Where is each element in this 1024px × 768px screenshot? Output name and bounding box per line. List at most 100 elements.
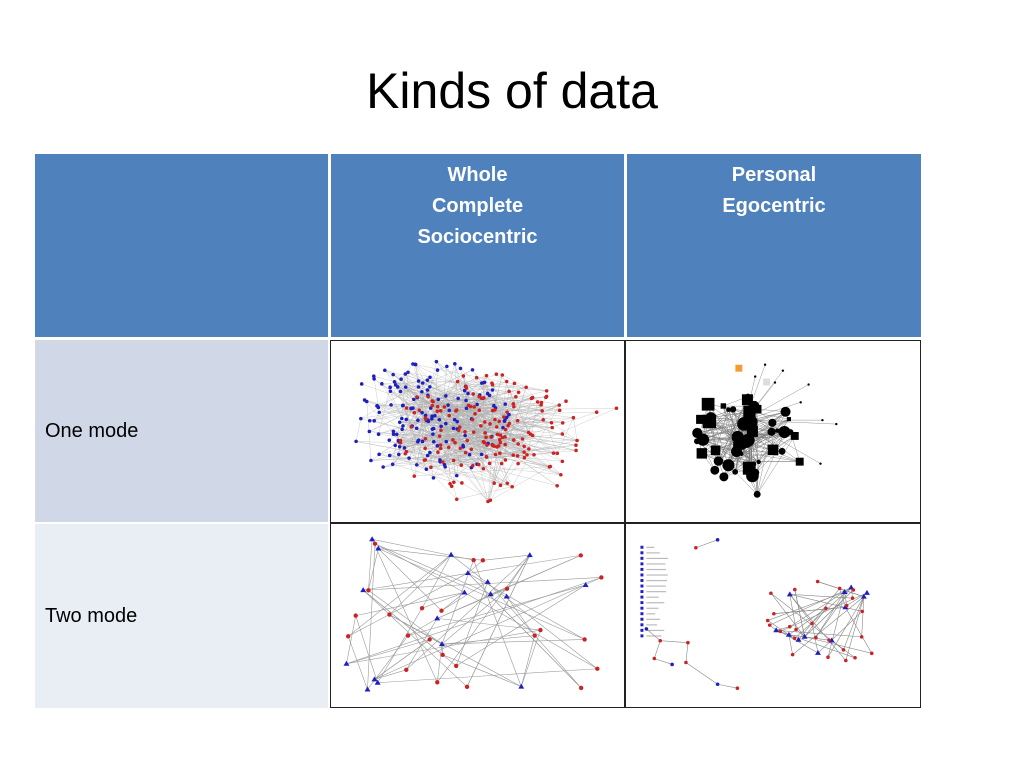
- legend-text-line: [646, 574, 668, 576]
- network-node: [416, 385, 421, 389]
- network-node: [753, 490, 761, 498]
- network-node: [428, 385, 432, 389]
- whole-two-mode-network-image: [330, 523, 625, 708]
- network-node: [431, 432, 435, 436]
- network-node: [538, 627, 543, 633]
- network-node: [479, 452, 484, 457]
- ego-node: [735, 364, 743, 372]
- legend-text-line: [646, 546, 655, 548]
- network-node: [401, 424, 405, 428]
- network-node: [390, 462, 395, 467]
- network-node: [438, 409, 443, 413]
- network-node: [560, 432, 565, 436]
- network-node: [559, 472, 563, 477]
- network-node: [599, 575, 604, 580]
- network-node: [844, 658, 848, 663]
- network-node: [742, 443, 748, 449]
- network-node: [399, 377, 403, 381]
- network-node: [503, 427, 508, 432]
- network-node: [474, 375, 479, 380]
- network-node: [502, 415, 506, 419]
- network-node: [719, 472, 729, 482]
- network-node: [722, 459, 735, 472]
- network-node: [463, 430, 467, 434]
- column-header-whole: Whole Complete Sociocentric: [331, 154, 624, 337]
- network-node: [670, 662, 674, 667]
- network-node: [455, 419, 459, 424]
- network-node: [851, 588, 856, 592]
- network-node: [476, 462, 481, 467]
- network-node: [530, 433, 535, 438]
- network-node: [549, 420, 554, 425]
- network-node: [494, 425, 499, 429]
- table-corner-cell: [35, 154, 328, 337]
- legend-text-line: [646, 557, 668, 560]
- network-node: [614, 406, 619, 411]
- network-node: [381, 465, 385, 469]
- legend-marker: [640, 567, 644, 571]
- network-node: [454, 497, 459, 502]
- network-node: [495, 445, 499, 449]
- legend-marker: [640, 634, 644, 638]
- legend-text-line: [646, 618, 661, 620]
- network-node: [815, 579, 820, 584]
- network-node: [505, 410, 509, 414]
- network-node: [767, 623, 772, 627]
- network-node: [814, 635, 818, 640]
- network-node: [733, 441, 740, 448]
- network-node: [710, 465, 720, 475]
- network-node: [810, 621, 814, 626]
- network-node: [705, 412, 717, 423]
- network-node: [359, 416, 363, 421]
- network-node: [785, 631, 792, 637]
- network-node: [383, 368, 387, 373]
- network-node: [826, 655, 830, 659]
- network-node: [429, 417, 434, 421]
- network-node: [420, 410, 424, 415]
- network-node: [503, 593, 510, 599]
- network-node: [431, 439, 436, 444]
- network-node: [400, 416, 404, 421]
- network-node: [644, 627, 649, 631]
- network-node: [735, 686, 740, 690]
- network-node: [437, 434, 442, 438]
- network-node: [433, 413, 437, 418]
- network-node: [773, 627, 780, 633]
- network-edges: [646, 539, 872, 689]
- network-node: [412, 410, 417, 415]
- network-node: [801, 633, 808, 639]
- network-node: [427, 637, 432, 642]
- network-node: [484, 578, 491, 584]
- column-header-line: Sociocentric: [417, 226, 538, 248]
- network-node: [346, 634, 351, 639]
- network-node: [715, 682, 720, 687]
- legend-marker: [640, 628, 644, 632]
- network-node: [377, 452, 381, 457]
- network-node: [515, 454, 520, 458]
- network-node: [412, 397, 416, 402]
- network-node: [374, 679, 381, 685]
- legend-marker: [640, 590, 644, 594]
- legend-marker: [640, 623, 644, 627]
- network-node: [415, 395, 419, 399]
- network-node: [522, 455, 527, 460]
- network-node: [772, 611, 776, 616]
- network-node: [815, 649, 821, 655]
- network-node: [790, 431, 799, 440]
- network-node: [730, 406, 737, 413]
- network-node: [518, 683, 525, 689]
- network-node: [799, 401, 802, 404]
- network-node: [487, 461, 492, 466]
- network-node: [544, 394, 549, 399]
- network-node: [470, 368, 475, 372]
- network-node: [402, 446, 407, 450]
- network-node: [389, 403, 393, 407]
- network-node: [514, 395, 518, 399]
- network-node: [397, 445, 402, 449]
- network-node: [754, 375, 757, 378]
- network-node: [387, 438, 392, 442]
- network-node: [477, 408, 482, 412]
- network-node: [482, 380, 487, 385]
- personal-one-mode-network-image: [625, 340, 921, 523]
- legend-text-line: [646, 635, 662, 637]
